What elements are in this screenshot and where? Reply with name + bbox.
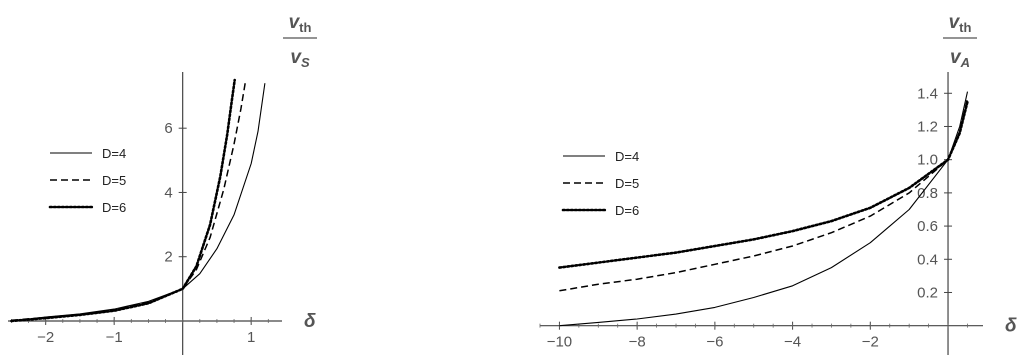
x-tick-label: −2 xyxy=(862,334,879,351)
y-label-numerator: vth xyxy=(949,12,972,35)
y-label-denominator: vS xyxy=(290,47,310,70)
series-line-d4 xyxy=(11,83,266,322)
y-tick-label: 2 xyxy=(164,249,172,266)
legend-label: D=4 xyxy=(102,146,126,161)
chart-2: −10 −8 −6 −4 −20.20.40.60.81.01.21.4D=4D=5D=… xyxy=(539,12,1017,355)
legend-label: D=5 xyxy=(102,173,126,188)
y-label-denominator: vA xyxy=(950,47,970,70)
series-line-d5 xyxy=(559,98,969,292)
y-label-numerator: vth xyxy=(289,12,312,35)
y-tick-label: 1.4 xyxy=(917,85,938,102)
y-tick-label: 4 xyxy=(164,184,172,201)
legend-label: D=6 xyxy=(615,203,639,218)
chart-1: −2 −1 1 2 4 6 D=4 D=5 D=6 vth vS δ xyxy=(8,12,317,355)
y-tick-label: 0.8 xyxy=(917,185,938,202)
legend-label: D=6 xyxy=(102,200,126,215)
legend-label: D=4 xyxy=(615,149,639,164)
y-tick-label: 1.0 xyxy=(917,152,938,169)
y-tick-label: 6 xyxy=(164,120,172,137)
series-line-d6 xyxy=(10,78,236,323)
x-tick-label: −8 xyxy=(629,334,646,351)
x-tick-label: −4 xyxy=(784,334,801,351)
x-tick-label: −6 xyxy=(706,334,723,351)
x-axis-label: δ xyxy=(304,311,316,332)
x-axis-label: δ xyxy=(1005,316,1017,337)
y-tick-label: 1.2 xyxy=(917,118,938,135)
series-line-d5 xyxy=(11,79,247,322)
x-tick-label: −1 xyxy=(106,329,123,346)
y-tick-label: 0.4 xyxy=(917,251,938,268)
series-line-d6 xyxy=(558,100,969,269)
legend: D=4 D=5 D=6 xyxy=(48,146,126,215)
y-axis-label: vth vA xyxy=(943,12,977,70)
x-tick-label: 1 xyxy=(247,329,255,346)
legend: D=4 D=5 D=6 xyxy=(561,149,639,218)
legend-label: D=5 xyxy=(615,176,639,191)
x-tick-label: −10 xyxy=(547,334,572,351)
y-tick-label: 0.2 xyxy=(917,284,938,301)
y-tick-label: 0.6 xyxy=(917,218,938,235)
y-axis-label: vth vS xyxy=(283,12,317,70)
x-tick-label: −2 xyxy=(37,329,54,346)
